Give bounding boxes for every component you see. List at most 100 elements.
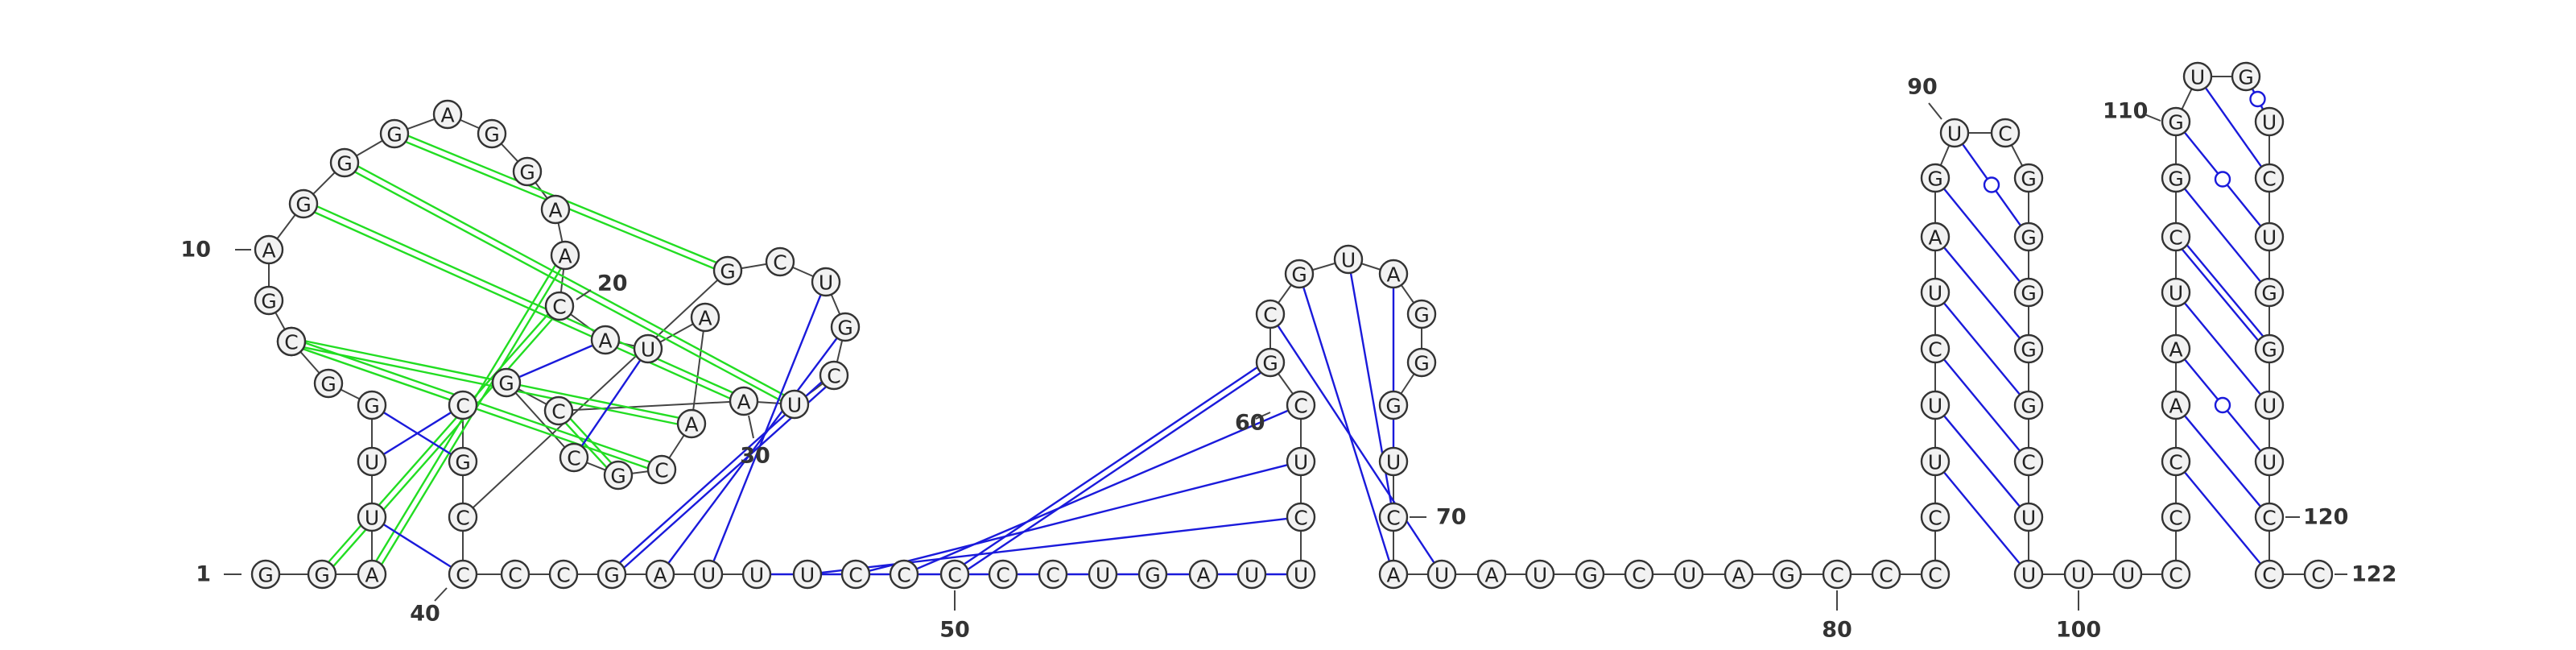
nucleotide-82: C <box>1920 559 1951 590</box>
position-number-80: 80 <box>1822 618 1852 643</box>
position-number-40: 40 <box>410 602 440 627</box>
nucleotide-letter: U <box>1294 451 1308 474</box>
nucleotide-circle <box>2254 446 2285 477</box>
nucleotide-circle <box>1333 244 1364 275</box>
nucleotide-41: C <box>500 559 530 590</box>
nucleotide-93: G <box>2013 221 2044 252</box>
nucleotide-circle <box>1920 221 1951 252</box>
nucleotide-letter: C <box>1830 564 1843 587</box>
nucleotide-letter: U <box>2262 451 2277 474</box>
nucleotide-52: C <box>1038 559 1068 590</box>
nucleotide-38: G <box>448 446 478 477</box>
nucleotide-31: U <box>779 389 810 420</box>
nucleotide-102: C <box>2161 559 2191 590</box>
nucleotide-58: C <box>1286 502 1316 532</box>
nucleotide-72: U <box>1426 559 1457 590</box>
gu-pair-marker <box>2214 171 2231 188</box>
nucleotide-circle <box>379 118 410 149</box>
nucleotide-circle <box>2013 277 2044 308</box>
nucleotide-circle <box>2063 559 2094 590</box>
pseudoknot-line <box>569 417 613 464</box>
pseudoknot-line <box>357 165 785 396</box>
nucleotide-letter: A <box>1484 564 1498 587</box>
nucleotide-89: G <box>1920 163 1951 193</box>
nucleotide-letter: G <box>2021 338 2036 362</box>
nucleotide-120: C <box>2254 502 2285 532</box>
nucleotide-letter: C <box>1879 564 1893 587</box>
nucleotide-letter: C <box>947 564 961 587</box>
number-tick <box>576 289 592 300</box>
nucleotide-108: C <box>2161 221 2191 252</box>
nucleotide-letter: G <box>2168 168 2183 191</box>
nucleotide-letter: U <box>365 451 379 474</box>
nucleotide-letter: C <box>551 400 565 424</box>
nucleotide-circle <box>254 285 284 316</box>
nucleotide-letter: C <box>827 365 840 388</box>
au-pair-line <box>1942 302 2021 395</box>
nucleotide-111: U <box>2182 61 2213 92</box>
nucleotide-94: G <box>2013 277 2044 308</box>
nucleotide-6: G <box>357 390 387 420</box>
nucleotide-110: G <box>2161 106 2191 137</box>
nucleotide-circle <box>2161 163 2191 193</box>
au-pair-line <box>1942 415 2021 507</box>
nucleotide-7: G <box>313 368 344 399</box>
nucleotide-circle <box>500 559 530 590</box>
nucleotide-21: A <box>590 325 621 355</box>
au-pair-line <box>580 359 642 447</box>
nucleotide-77: U <box>1674 559 1704 590</box>
nucleotide-60: C <box>1286 390 1316 420</box>
nucleotide-circle <box>1378 390 1409 420</box>
nucleotide-circle <box>544 291 575 321</box>
nucleotide-circle <box>1871 559 1901 590</box>
nucleotide-85: U <box>1920 390 1951 420</box>
nucleotide-46: U <box>741 559 772 590</box>
nucleotide-71: A <box>1378 559 1409 590</box>
nucleotide-circle <box>559 442 589 473</box>
nucleotide-letter: C <box>552 296 566 319</box>
nucleotide-letter: C <box>1998 122 2012 146</box>
nucleotide-circle <box>1038 559 1068 590</box>
nucleotide-letter: C <box>1928 564 1942 587</box>
nucleotide-letter: G <box>455 451 470 474</box>
nucleotide-circle <box>2161 559 2191 590</box>
nucleotide-circle <box>2013 390 2044 420</box>
nucleotide-letter: C <box>2311 564 2325 587</box>
nucleotide-letter: U <box>1245 564 1259 587</box>
au-pair-line <box>1942 471 2021 565</box>
nucleotide-circle <box>1990 118 2021 148</box>
nucleotide-97: C <box>2013 446 2044 477</box>
nucleotide-circle <box>2013 333 2044 364</box>
nucleotide-42: C <box>548 559 579 590</box>
nucleotide-65: A <box>1378 259 1409 289</box>
nucleotide-circle <box>1286 559 1316 590</box>
nucleotide-circle <box>2161 333 2191 364</box>
nucleotide-letter: G <box>519 161 535 184</box>
nucleotide-circle <box>729 386 759 416</box>
nucleotide-letter: U <box>701 564 716 587</box>
nucleotide-76: C <box>1624 559 1654 590</box>
nucleotide-circle <box>939 559 970 590</box>
nucleotide-49: C <box>889 559 919 590</box>
nucleotide-letter: G <box>2021 282 2036 305</box>
nucleotide-78: A <box>1724 559 1754 590</box>
nucleotide-letter: C <box>1928 507 1942 530</box>
nucleotide-letter: U <box>2262 226 2277 250</box>
nucleotide-letter: U <box>787 394 802 417</box>
nucleotide-circle <box>250 559 281 590</box>
nucleotide-1: G <box>250 559 281 590</box>
au-pair-line <box>2183 471 2262 565</box>
nucleotide-letter: G <box>2021 168 2036 191</box>
nucleotide-66: G <box>1406 299 1437 329</box>
nucleotide-81: C <box>1871 559 1901 590</box>
nucleotide-25: C <box>646 454 677 485</box>
nucleotide-5: U <box>357 446 387 477</box>
nucleotide-86: C <box>1920 333 1951 364</box>
au-pair-line <box>382 411 452 456</box>
nucleotide-circle <box>2013 221 2044 252</box>
nucleotide-circle <box>357 559 387 590</box>
position-number-110: 110 <box>2103 99 2148 124</box>
gc-pair-line <box>2186 244 2264 337</box>
nucleotide-letter: G <box>2021 226 2036 250</box>
nucleotide-circle <box>2161 277 2191 308</box>
